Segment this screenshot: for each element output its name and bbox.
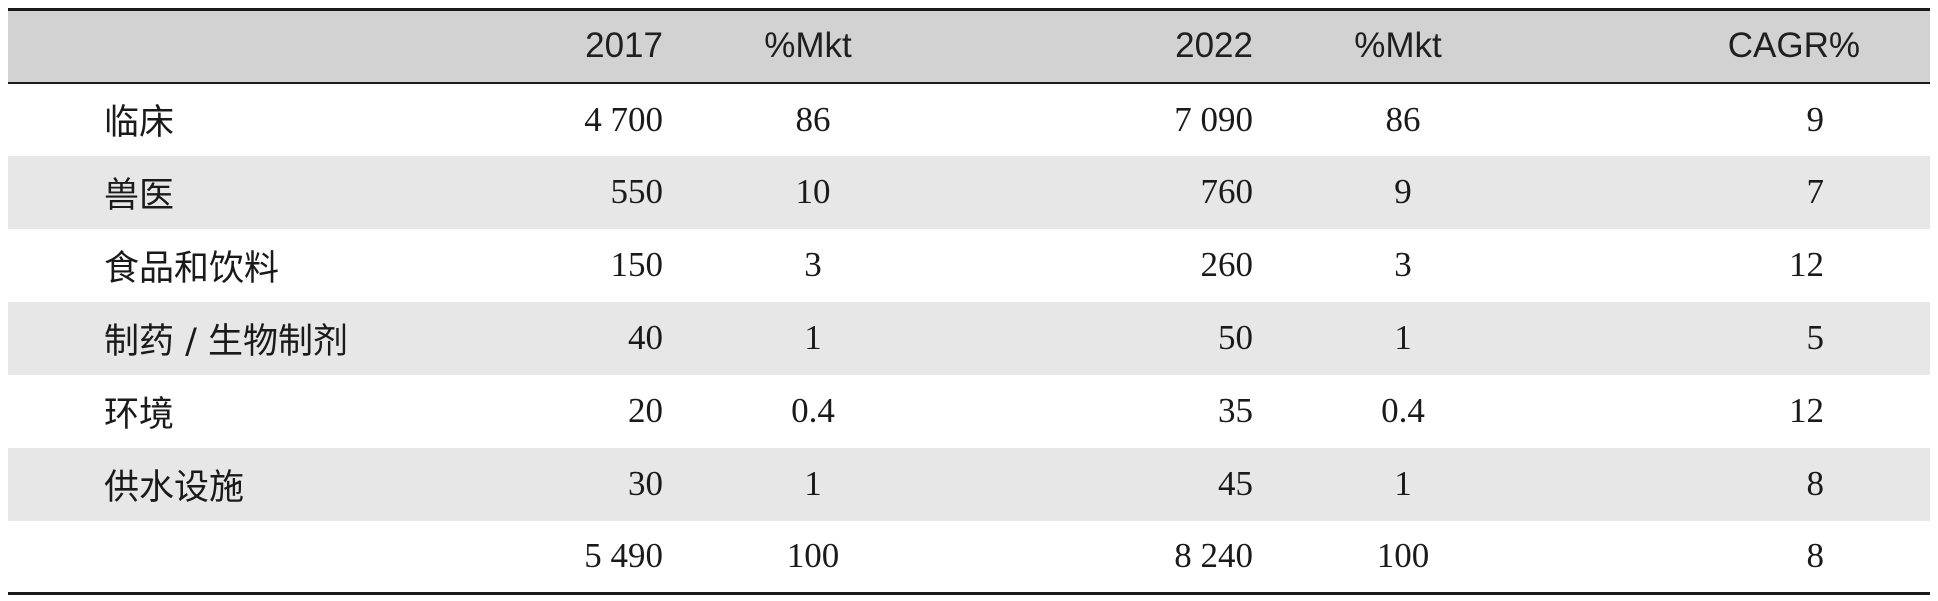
cell-2022: 760 bbox=[1200, 172, 1254, 211]
cell-cagr: 12 bbox=[1789, 391, 1824, 430]
header-mkt-2017: %Mkt bbox=[663, 8, 953, 84]
header-label bbox=[8, 8, 473, 84]
cell-2017: 5 490 bbox=[473, 520, 663, 595]
cell-2017: 20 bbox=[628, 391, 663, 430]
cell-2017: 550 bbox=[610, 172, 664, 211]
header-2017: 2017 bbox=[473, 8, 663, 84]
cell-mkt-2017: 0.4 bbox=[791, 391, 835, 430]
table-row: 兽医 550 10 760 9 7 bbox=[8, 155, 1930, 229]
cell-mkt-2022: 9 bbox=[1394, 172, 1412, 211]
header-cagr: CAGR% bbox=[1543, 8, 1930, 84]
row-label: 兽医 bbox=[104, 175, 175, 216]
cell-mkt-2017: 1 bbox=[804, 464, 822, 503]
table-header: 2017 %Mkt 2022 %Mkt CAGR% bbox=[8, 8, 1930, 84]
cell-2017: 40 bbox=[628, 318, 663, 357]
row-label: 供水设施 bbox=[104, 467, 245, 508]
cell-mkt-2022: 0.4 bbox=[1381, 391, 1425, 430]
cell-mkt-2017: 100 bbox=[663, 520, 953, 595]
cell-cagr: 12 bbox=[1789, 245, 1824, 284]
cell-2022: 7 090 bbox=[1174, 99, 1253, 139]
cell-mkt-2017: 86 bbox=[795, 99, 831, 139]
cell-2022: 8 240 bbox=[953, 520, 1253, 595]
table-row: 5 490 100 8 240 100 8 bbox=[8, 520, 1930, 595]
cell-2022: 260 bbox=[1200, 245, 1254, 284]
cell-2017: 4 700 bbox=[584, 99, 663, 139]
row-label: 制药 / 生物制剂 bbox=[104, 321, 349, 362]
cell-cagr: 8 bbox=[1543, 520, 1930, 595]
cell-cagr: 7 bbox=[1806, 172, 1825, 211]
table-row: 临床 4 700 86 7 090 86 9 bbox=[8, 83, 1930, 156]
cell-cagr: 9 bbox=[1806, 99, 1825, 139]
cell-mkt-2017: 3 bbox=[804, 245, 822, 284]
table-row: 环境 20 0.4 35 0.4 12 bbox=[8, 375, 1930, 448]
cell-mkt-2017: 10 bbox=[795, 172, 831, 211]
header-row: 2017 %Mkt 2022 %Mkt CAGR% bbox=[8, 8, 1930, 84]
cell-mkt-2022: 100 bbox=[1253, 520, 1543, 595]
cell-mkt-2022: 86 bbox=[1385, 99, 1421, 139]
header-mkt-2022: %Mkt bbox=[1253, 8, 1543, 84]
cell-2022: 35 bbox=[1218, 391, 1253, 430]
row-label bbox=[8, 520, 473, 595]
row-label: 食品和饮料 bbox=[104, 248, 280, 289]
cell-2022: 50 bbox=[1218, 318, 1253, 357]
cell-2017: 30 bbox=[628, 464, 663, 503]
cell-mkt-2017: 1 bbox=[804, 318, 822, 357]
table-body: 临床 4 700 86 7 090 86 9 兽医 550 10 760 9 7 食品和饮料 150 3 26… bbox=[8, 83, 1930, 595]
market-table: 2017 %Mkt 2022 %Mkt CAGR% 临床 4 700 86 7 090… bbox=[8, 8, 1930, 595]
row-label: 环境 bbox=[104, 394, 175, 435]
header-2022: 2022 bbox=[953, 8, 1253, 84]
table-row: 食品和饮料 150 3 260 3 12 bbox=[8, 229, 1930, 302]
cell-mkt-2022: 3 bbox=[1394, 245, 1412, 284]
cell-2022: 45 bbox=[1218, 464, 1253, 503]
cell-cagr: 8 bbox=[1806, 464, 1825, 503]
cell-mkt-2022: 1 bbox=[1394, 318, 1412, 357]
cell-2017: 150 bbox=[610, 245, 664, 284]
cell-mkt-2022: 1 bbox=[1394, 464, 1412, 503]
table-row: 制药 / 生物制剂 40 1 50 1 5 bbox=[8, 301, 1930, 375]
cell-cagr: 5 bbox=[1806, 318, 1825, 357]
table-row: 供水设施 30 1 45 1 8 bbox=[8, 447, 1930, 521]
row-label: 临床 bbox=[104, 103, 175, 143]
